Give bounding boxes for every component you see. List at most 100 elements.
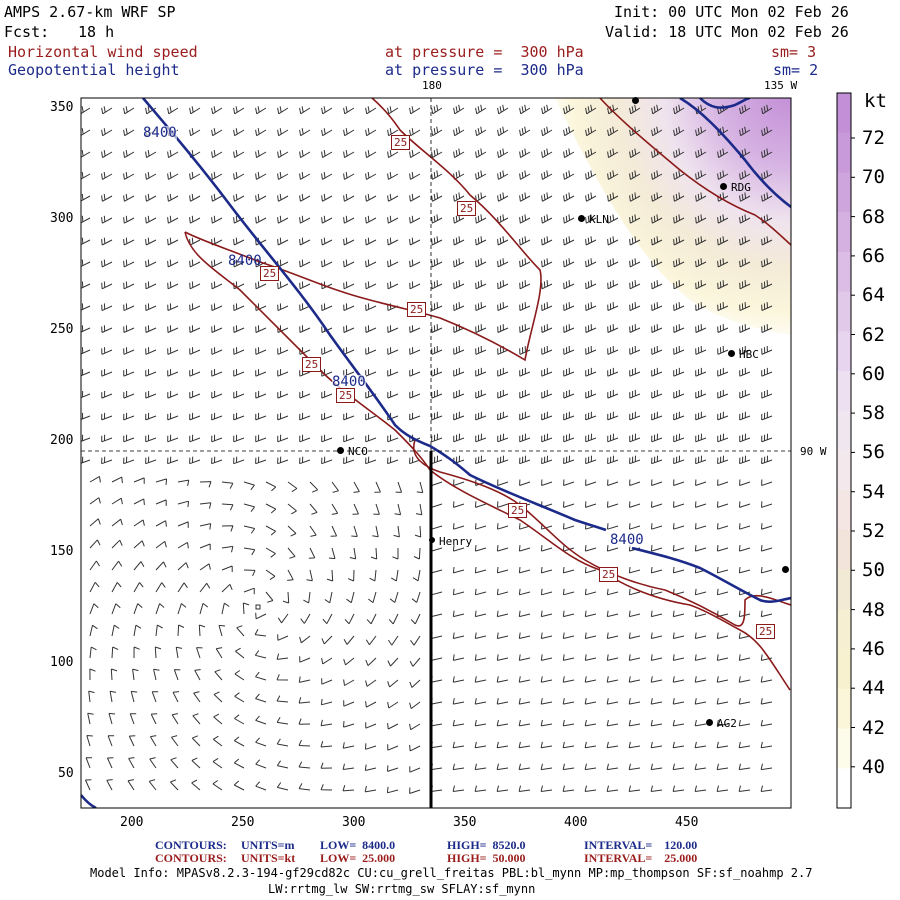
- wind-barb: [563, 345, 575, 355]
- wind-barb: [89, 539, 101, 549]
- wind-barb: [584, 676, 597, 683]
- wind-barb: [365, 237, 377, 246]
- wind-barb: [255, 693, 267, 703]
- wind-barb: [243, 503, 255, 512]
- wind-barb: [475, 148, 487, 159]
- wind-barb: [101, 369, 113, 377]
- wind-barb: [189, 128, 201, 137]
- wind-barb: [497, 367, 509, 377]
- wind-barb: [695, 501, 707, 508]
- wind-barb: [233, 780, 245, 791]
- wind-barb: [672, 763, 685, 771]
- wind-barb: [717, 258, 729, 268]
- wind-barb: [452, 610, 465, 618]
- wind-barb: [167, 456, 179, 465]
- wind-barb: [321, 259, 333, 268]
- colorbar-swatch: [837, 371, 851, 412]
- wind-barb: [694, 588, 707, 596]
- wind-barb: [738, 785, 751, 792]
- wind-barb: [343, 171, 355, 180]
- wind-barb: [211, 193, 223, 202]
- wind-barb: [243, 525, 256, 534]
- wind-barb: [321, 456, 333, 465]
- wind-barb: [298, 718, 311, 725]
- wind-barb: [475, 192, 487, 202]
- wind-barb: [387, 635, 399, 646]
- wind-barb: [453, 411, 465, 421]
- wind-barb: [199, 502, 212, 509]
- wind-barb: [81, 303, 91, 311]
- wind-barb: [717, 126, 729, 137]
- wind-barb: [243, 481, 255, 491]
- wind-barb: [584, 763, 597, 771]
- wind-barb: [101, 171, 113, 180]
- wind-barb: [717, 345, 729, 355]
- wind-barb: [540, 654, 553, 661]
- wind-barb: [541, 455, 553, 465]
- wind-barb: [414, 525, 422, 538]
- wind-barb: [519, 258, 531, 268]
- wind-barb: [716, 632, 729, 639]
- wind-barb: [584, 654, 597, 661]
- wind-barb: [365, 347, 377, 355]
- wind-barb: [540, 741, 553, 749]
- station-henry[interactable]: [429, 537, 435, 543]
- wind-barb: [133, 603, 143, 615]
- wind-barb: [452, 763, 465, 771]
- station-ag2[interactable]: [706, 719, 713, 726]
- wind-barb: [155, 478, 168, 485]
- wind-barb: [387, 657, 399, 667]
- wind-barb: [629, 236, 641, 246]
- wind-barb: [409, 325, 421, 333]
- wind-barb: [233, 171, 245, 180]
- wind-barb: [761, 479, 773, 486]
- wind-barb: [365, 635, 377, 646]
- wind-barb: [133, 519, 145, 527]
- field1-name: Horizontal wind speed: [8, 43, 198, 61]
- station-kln[interactable]: [578, 215, 585, 222]
- wind-barb: [234, 714, 245, 725]
- wind-barb: [299, 434, 311, 443]
- wind-barb: [233, 106, 245, 115]
- wind-barb: [695, 433, 707, 443]
- wind-barb: [672, 654, 685, 661]
- station-rdg-label: RDG: [731, 181, 751, 194]
- wind-barb: [111, 476, 123, 484]
- wind-barb: [89, 603, 99, 615]
- wind-barb: [172, 691, 180, 703]
- wind-barb: [452, 588, 465, 596]
- station-henry-label: Henry: [439, 535, 473, 548]
- wind-barb: [89, 646, 97, 659]
- wind-barb: [127, 779, 135, 791]
- wind-barb: [189, 369, 201, 377]
- station-lvt[interactable]: [632, 97, 639, 104]
- wind-barb: [409, 744, 421, 752]
- wind-barb: [717, 433, 729, 443]
- wind-barb: [475, 258, 487, 268]
- wind-barb: [453, 214, 465, 224]
- wind-barb: [738, 763, 751, 771]
- colorbar-label: 62: [862, 323, 885, 346]
- wind-barb: [496, 654, 509, 661]
- wind-barb: [739, 280, 751, 290]
- wind-barb: [497, 214, 509, 224]
- station-hbc[interactable]: [728, 350, 735, 357]
- wind-barb: [584, 719, 597, 727]
- station-e[interactable]: [782, 566, 789, 573]
- wind-barb: [628, 566, 641, 574]
- wind-barb: [761, 258, 773, 268]
- station-rdg[interactable]: [720, 183, 727, 190]
- wind-barb: [387, 701, 399, 709]
- wind-barb: [738, 654, 751, 661]
- wind-barb: [387, 434, 399, 443]
- wind-barb: [650, 698, 663, 705]
- wind-barb: [519, 389, 531, 399]
- station-nco[interactable]: [337, 447, 344, 454]
- wind-barb: [695, 479, 707, 486]
- wind-barb: [86, 735, 93, 747]
- wind-barb: [276, 716, 289, 725]
- wind-barb: [215, 647, 223, 659]
- wind-barb: [198, 624, 206, 637]
- wind-barb: [651, 126, 663, 137]
- wind-barb: [101, 391, 113, 399]
